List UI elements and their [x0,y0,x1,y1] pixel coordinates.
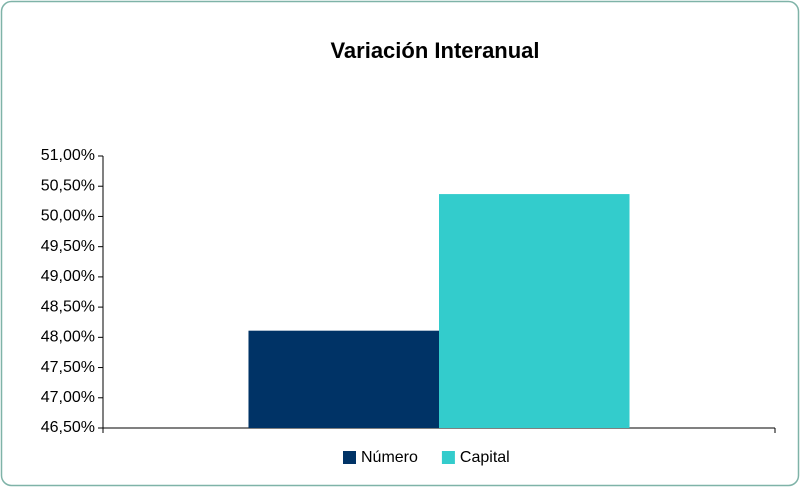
y-tick-label: 50,50% [41,177,95,194]
y-tick-label: 47,00% [41,389,95,406]
legend-swatch [441,451,455,464]
legend-label: Capital [460,449,510,466]
y-tick-label: 48,50% [41,298,95,315]
y-tick-label: 51,00% [41,147,95,164]
y-tick-label: 49,00% [41,268,95,285]
y-tick-label: 47,50% [41,359,95,376]
legend-swatch [343,451,356,464]
y-tick-label: 48,00% [41,329,95,346]
legend-label: Número [361,449,418,466]
chart-title: Variación Interanual [330,38,539,63]
bar [439,194,630,428]
y-tick-label: 49,50% [41,238,95,255]
y-tick-label: 50,00% [41,208,95,225]
y-tick-label: 46,50% [41,419,95,436]
bar [248,330,439,428]
